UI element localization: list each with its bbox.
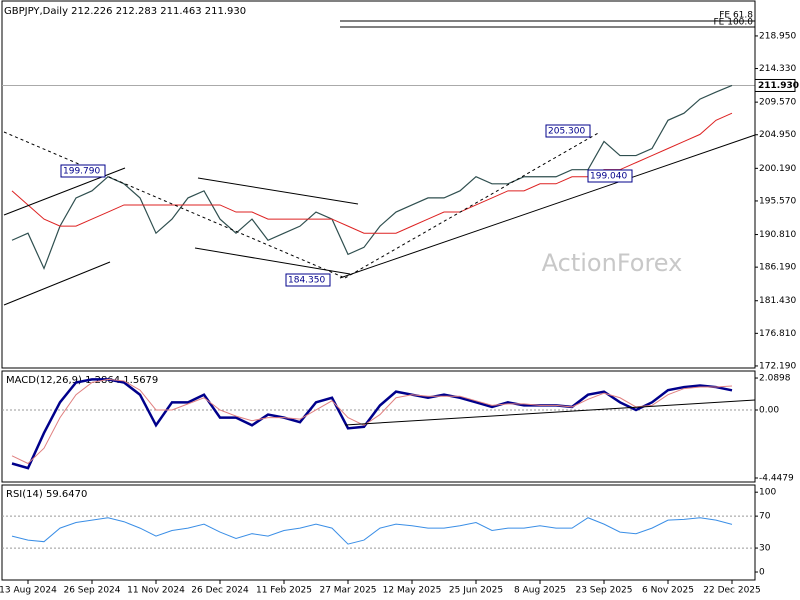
panel-frame <box>1 370 756 483</box>
series-line <box>11 517 733 545</box>
y-tick-label: -4.4479 <box>759 473 794 483</box>
x-tick-label: 8 Aug 2025 <box>514 586 566 596</box>
trend-line <box>344 131 601 279</box>
annotation: 199.040 <box>590 172 627 182</box>
trend-line <box>339 134 756 279</box>
x-tick-label: 6 Nov 2025 <box>642 586 694 596</box>
annotation-box <box>60 164 106 178</box>
y-tick-label: 100 <box>759 488 776 498</box>
series-line <box>11 84 733 271</box>
x-tick-label: 13 Aug 2024 <box>0 586 57 596</box>
x-tick-label: 27 Mar 2025 <box>319 586 376 596</box>
x-tick-label: 22 Dec 2025 <box>703 586 761 596</box>
annotation: 199.790 <box>63 167 100 177</box>
series-line <box>11 378 733 470</box>
y-tick-label: 176.810 <box>759 329 796 339</box>
panel-frame <box>1 484 756 581</box>
x-tick-label: 12 May 2025 <box>383 586 442 596</box>
trend-line <box>194 247 351 275</box>
chart-title: GBPJPY,Daily 212.226 212.283 211.463 211… <box>4 6 246 17</box>
watermark: ActionForex <box>542 249 683 277</box>
trend-line <box>197 177 359 205</box>
y-tick-label: 204.950 <box>759 130 796 140</box>
y-tick-label: 190.810 <box>759 230 796 240</box>
y-tick-label: 181.430 <box>759 296 796 306</box>
trend-line <box>3 261 111 306</box>
y-tick-label: 70 <box>759 512 771 522</box>
annotation-box <box>587 169 633 183</box>
last-price-box <box>754 78 796 92</box>
y-tick-label: 172.190 <box>759 361 796 371</box>
annotation-box <box>545 124 591 138</box>
y-tick-label: 0.00 <box>759 405 779 415</box>
x-tick-label: 23 Sep 2025 <box>575 586 632 596</box>
annotation-box <box>285 273 331 287</box>
trend-line <box>3 131 346 279</box>
x-tick-label: 26 Dec 2024 <box>191 586 249 596</box>
series-line <box>11 378 733 465</box>
panel-title: RSI(14) 59.6470 <box>6 489 87 500</box>
annotation: FE 100.0 <box>714 18 754 28</box>
x-tick-label: 25 Jun 2025 <box>449 586 503 596</box>
annotation: 205.300 <box>548 127 585 137</box>
y-tick-label: 0 <box>759 568 765 578</box>
x-tick-label: 11 Feb 2025 <box>256 586 312 596</box>
x-tick-label: 11 Nov 2024 <box>127 586 185 596</box>
panel-frame <box>1 0 756 369</box>
annotation: FE 61.8 <box>719 11 753 21</box>
y-tick-label: 218.950 <box>759 31 796 41</box>
y-tick-label: 195.570 <box>759 196 796 206</box>
x-tick-label: 26 Sep 2024 <box>63 586 120 596</box>
y-tick-label: 186.190 <box>759 263 796 273</box>
y-tick-label: 214.330 <box>759 64 796 74</box>
last-price-label: 211.930 <box>758 81 799 91</box>
y-tick-label: 30 <box>759 544 771 554</box>
y-tick-label: 200.190 <box>759 164 796 174</box>
y-tick-label: 209.570 <box>759 98 796 108</box>
y-tick-label: 2.0898 <box>759 374 791 384</box>
trend-line <box>344 399 756 426</box>
annotation: 184.350 <box>288 276 325 286</box>
